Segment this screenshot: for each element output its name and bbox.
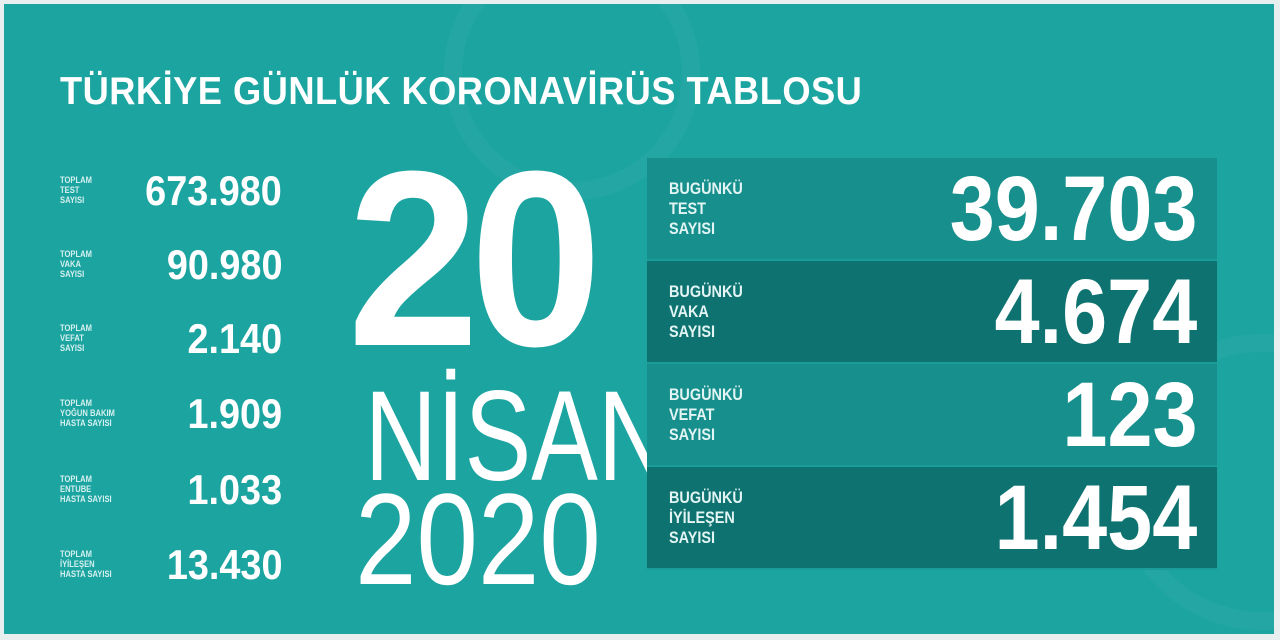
total-label: TOPLAM ENTUBE HASTA SAYISI [60, 474, 112, 505]
total-recovered: TOPLAM İYİLEŞEN HASTA SAYISI 13.430 [60, 535, 282, 595]
today-label: BUGÜNKÜ VAKA SAYISI [669, 281, 743, 341]
today-recovered: BUGÜNKÜ İYİLEŞEN SAYISI 1.454 [647, 467, 1217, 570]
today-label: BUGÜNKÜ VEFAT SAYISI [669, 384, 743, 444]
total-value: 90.980 [166, 241, 282, 288]
total-test: TOPLAM TEST SAYISI 673.980 [60, 161, 282, 221]
total-value: 13.430 [166, 541, 282, 588]
total-cases: TOPLAM VAKA SAYISI 90.980 [60, 235, 282, 295]
total-deaths: TOPLAM VEFAT SAYISI 2.140 [60, 309, 282, 369]
page-title: TÜRKİYE GÜNLÜK KORONAVİRÜS TABLOSU [60, 70, 863, 113]
today-value: 123 [1061, 363, 1197, 466]
today-cases: BUGÜNKÜ VAKA SAYISI 4.674 [647, 261, 1217, 364]
today-deaths: BUGÜNKÜ VEFAT SAYISI 123 [647, 364, 1217, 467]
date-month: NİSAN [364, 365, 670, 508]
total-label: TOPLAM YOĞUN BAKIM HASTA SAYISI [60, 398, 115, 429]
total-value: 1.033 [187, 466, 282, 513]
total-label: TOPLAM TEST SAYISI [60, 175, 92, 206]
today-value: 39.703 [949, 157, 1197, 260]
infographic-card: TÜRKİYE GÜNLÜK KORONAVİRÜS TABLOSU TOPLA… [4, 4, 1274, 634]
date-day: 20 [347, 119, 602, 398]
total-label: TOPLAM VAKA SAYISI [60, 249, 92, 280]
total-value: 1.909 [187, 390, 282, 437]
today-label: BUGÜNKÜ İYİLEŞEN SAYISI [669, 487, 743, 547]
today-value: 1.454 [994, 466, 1197, 569]
total-intensive-care: TOPLAM YOĞUN BAKIM HASTA SAYISI 1.909 [60, 384, 282, 444]
today-value: 4.674 [994, 260, 1197, 363]
total-value: 673.980 [145, 167, 282, 214]
today-test: BUGÜNKÜ TEST SAYISI 39.703 [647, 158, 1217, 261]
today-stats-panel: BUGÜNKÜ TEST SAYISI 39.703 BUGÜNKÜ VAKA SAYI… [647, 158, 1217, 570]
total-label: TOPLAM İYİLEŞEN HASTA SAYISI [60, 549, 112, 580]
total-value: 2.140 [187, 315, 282, 362]
today-label: BUGÜNKÜ TEST SAYISI [669, 178, 743, 238]
total-label: TOPLAM VEFAT SAYISI [60, 323, 92, 354]
date-year: 2020 [355, 466, 601, 612]
total-intubated: TOPLAM ENTUBE HASTA SAYISI 1.033 [60, 460, 282, 520]
